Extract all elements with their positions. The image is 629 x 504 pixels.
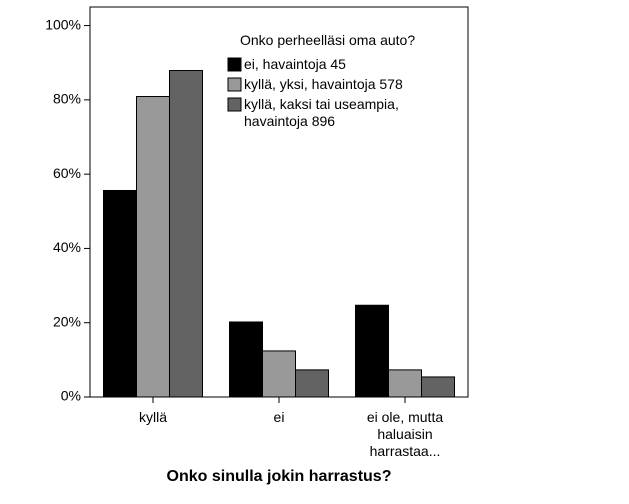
legend-swatch xyxy=(227,57,242,72)
x-tick-label: kyllä xyxy=(138,409,167,425)
legend-label: kyllä, kaksi tai useampia, havaintoja 89… xyxy=(244,96,399,129)
legend-label: ei, havaintoja 45 xyxy=(244,56,346,72)
legend-swatch xyxy=(227,97,242,112)
legend-title: Onko perheelläsi oma auto? xyxy=(240,32,416,48)
y-tick-label: 60% xyxy=(53,165,81,181)
bar xyxy=(229,321,263,398)
y-tick-label: 20% xyxy=(53,313,81,329)
y-tick-label: 40% xyxy=(53,239,81,255)
bar xyxy=(388,369,422,398)
bar xyxy=(355,304,389,398)
bar xyxy=(262,350,296,398)
bar xyxy=(169,70,203,398)
bar xyxy=(103,189,137,398)
y-tick-label: 0% xyxy=(61,388,81,404)
x-tick-label: ei ole, mutta haluaisin harrastaa... xyxy=(366,409,444,459)
legend-label: kyllä, yksi, havaintoja 578 xyxy=(244,76,403,92)
bar xyxy=(421,376,455,398)
x-axis-label: Onko sinulla jokin harrastus? xyxy=(166,468,392,485)
bar xyxy=(295,369,329,398)
bar xyxy=(136,96,170,398)
y-tick-label: 80% xyxy=(53,91,81,107)
legend-swatch xyxy=(227,77,242,92)
x-tick-label: ei xyxy=(273,409,285,425)
y-tick-label: 100% xyxy=(45,16,81,32)
